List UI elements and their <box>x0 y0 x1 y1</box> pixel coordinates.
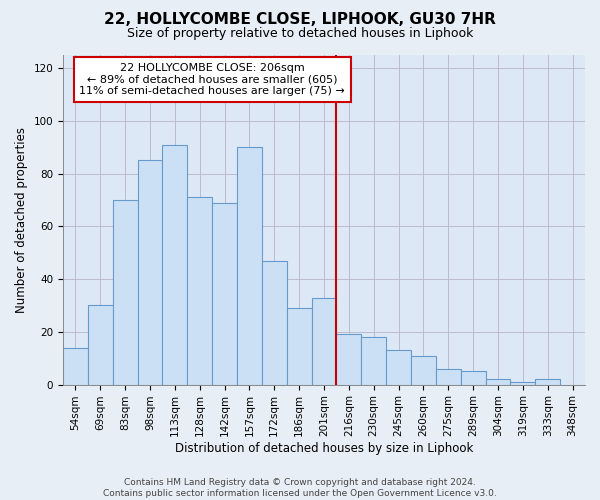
Bar <box>535 380 560 384</box>
Bar <box>485 380 511 384</box>
Text: 22 HOLLYCOMBE CLOSE: 206sqm
← 89% of detached houses are smaller (605)
11% of se: 22 HOLLYCOMBE CLOSE: 206sqm ← 89% of det… <box>79 63 345 96</box>
Bar <box>88 306 113 384</box>
Text: 22, HOLLYCOMBE CLOSE, LIPHOOK, GU30 7HR: 22, HOLLYCOMBE CLOSE, LIPHOOK, GU30 7HR <box>104 12 496 28</box>
Bar <box>163 144 187 384</box>
Bar <box>337 334 361 384</box>
Bar <box>361 337 386 384</box>
Text: Contains HM Land Registry data © Crown copyright and database right 2024.
Contai: Contains HM Land Registry data © Crown c… <box>103 478 497 498</box>
X-axis label: Distribution of detached houses by size in Liphook: Distribution of detached houses by size … <box>175 442 473 455</box>
Y-axis label: Number of detached properties: Number of detached properties <box>15 127 28 313</box>
Bar <box>262 260 287 384</box>
Bar <box>63 348 88 385</box>
Bar <box>386 350 411 384</box>
Bar <box>436 369 461 384</box>
Bar <box>212 202 237 384</box>
Bar <box>411 356 436 384</box>
Bar <box>237 148 262 384</box>
Bar <box>461 372 485 384</box>
Bar <box>311 298 337 384</box>
Bar <box>113 200 137 384</box>
Bar <box>287 308 311 384</box>
Bar <box>511 382 535 384</box>
Bar <box>137 160 163 384</box>
Bar <box>187 198 212 384</box>
Text: Size of property relative to detached houses in Liphook: Size of property relative to detached ho… <box>127 28 473 40</box>
